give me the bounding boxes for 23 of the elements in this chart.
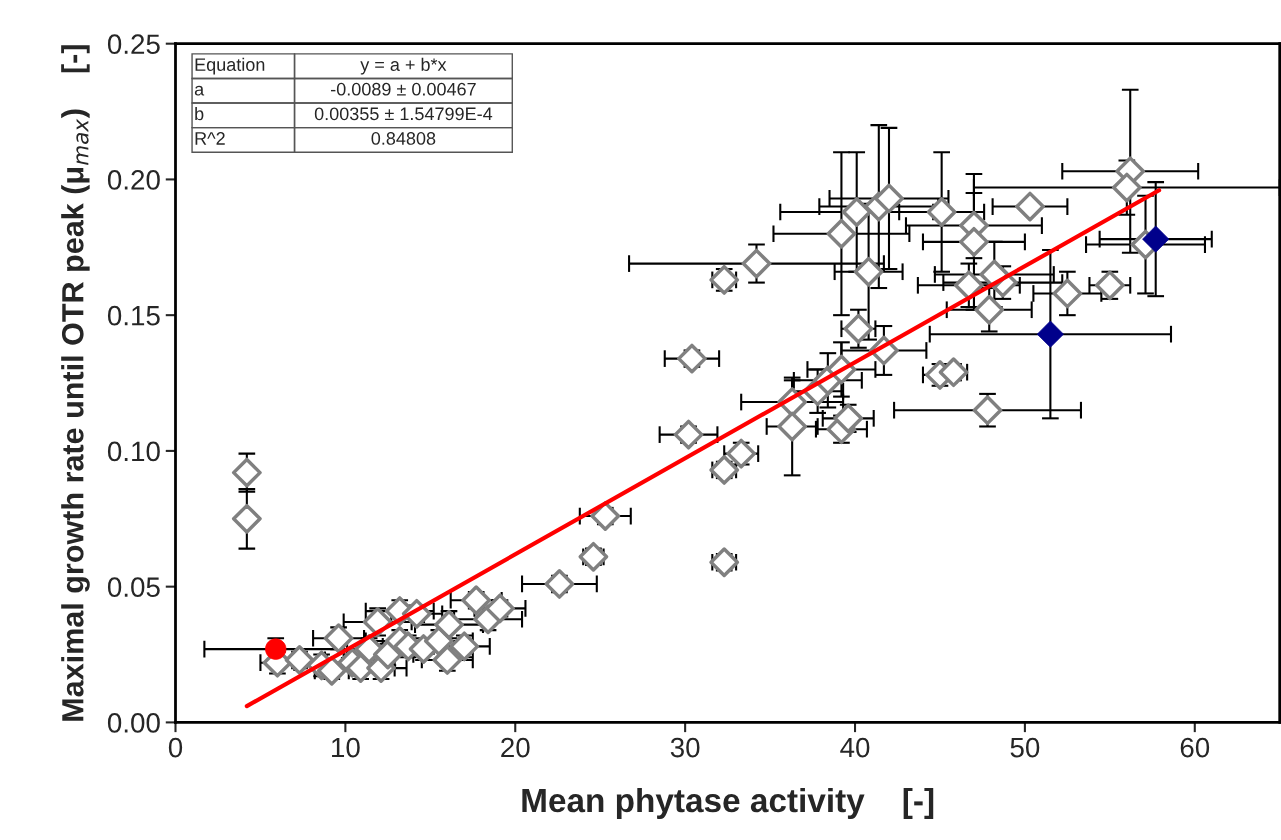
x-tick-label: 10: [332, 737, 360, 758]
x-axis-title: Mean phytase activity [-]: [522, 787, 934, 819]
annotation: R^2: [195, 132, 225, 145]
annotation: 0.84808: [371, 132, 436, 145]
annotation: 0.00355 ± 1.54799E-4: [314, 107, 493, 121]
y-tick-label: 0.25: [107, 34, 160, 55]
x-tick-label: 50: [1010, 737, 1040, 758]
x-tick-label: 30: [670, 737, 700, 758]
annotation: -0.0089 ± 0.00467: [330, 82, 476, 96]
x-tick-label: 0: [168, 737, 183, 758]
x-tick-label: 20: [501, 737, 530, 758]
y-axis-title: Maximal growth rate until OTR peak (μ$_{max}$) [-]: [61, 45, 90, 721]
y-tick-label: 0.05: [107, 577, 160, 597]
y-tick-label: 0.00: [107, 713, 160, 733]
y-tick-label: 0.20: [107, 170, 160, 190]
annotation: Equation: [195, 57, 265, 75]
y-tick-label: 0.15: [107, 305, 160, 326]
x-tick-label: 60: [1180, 737, 1210, 758]
x-tick-label: 40: [840, 737, 870, 758]
y-tick-label: 0.10: [107, 441, 160, 462]
annotation: b: [195, 106, 204, 121]
annotation: a: [194, 85, 205, 96]
annotation: y = a + b*x: [360, 57, 447, 75]
